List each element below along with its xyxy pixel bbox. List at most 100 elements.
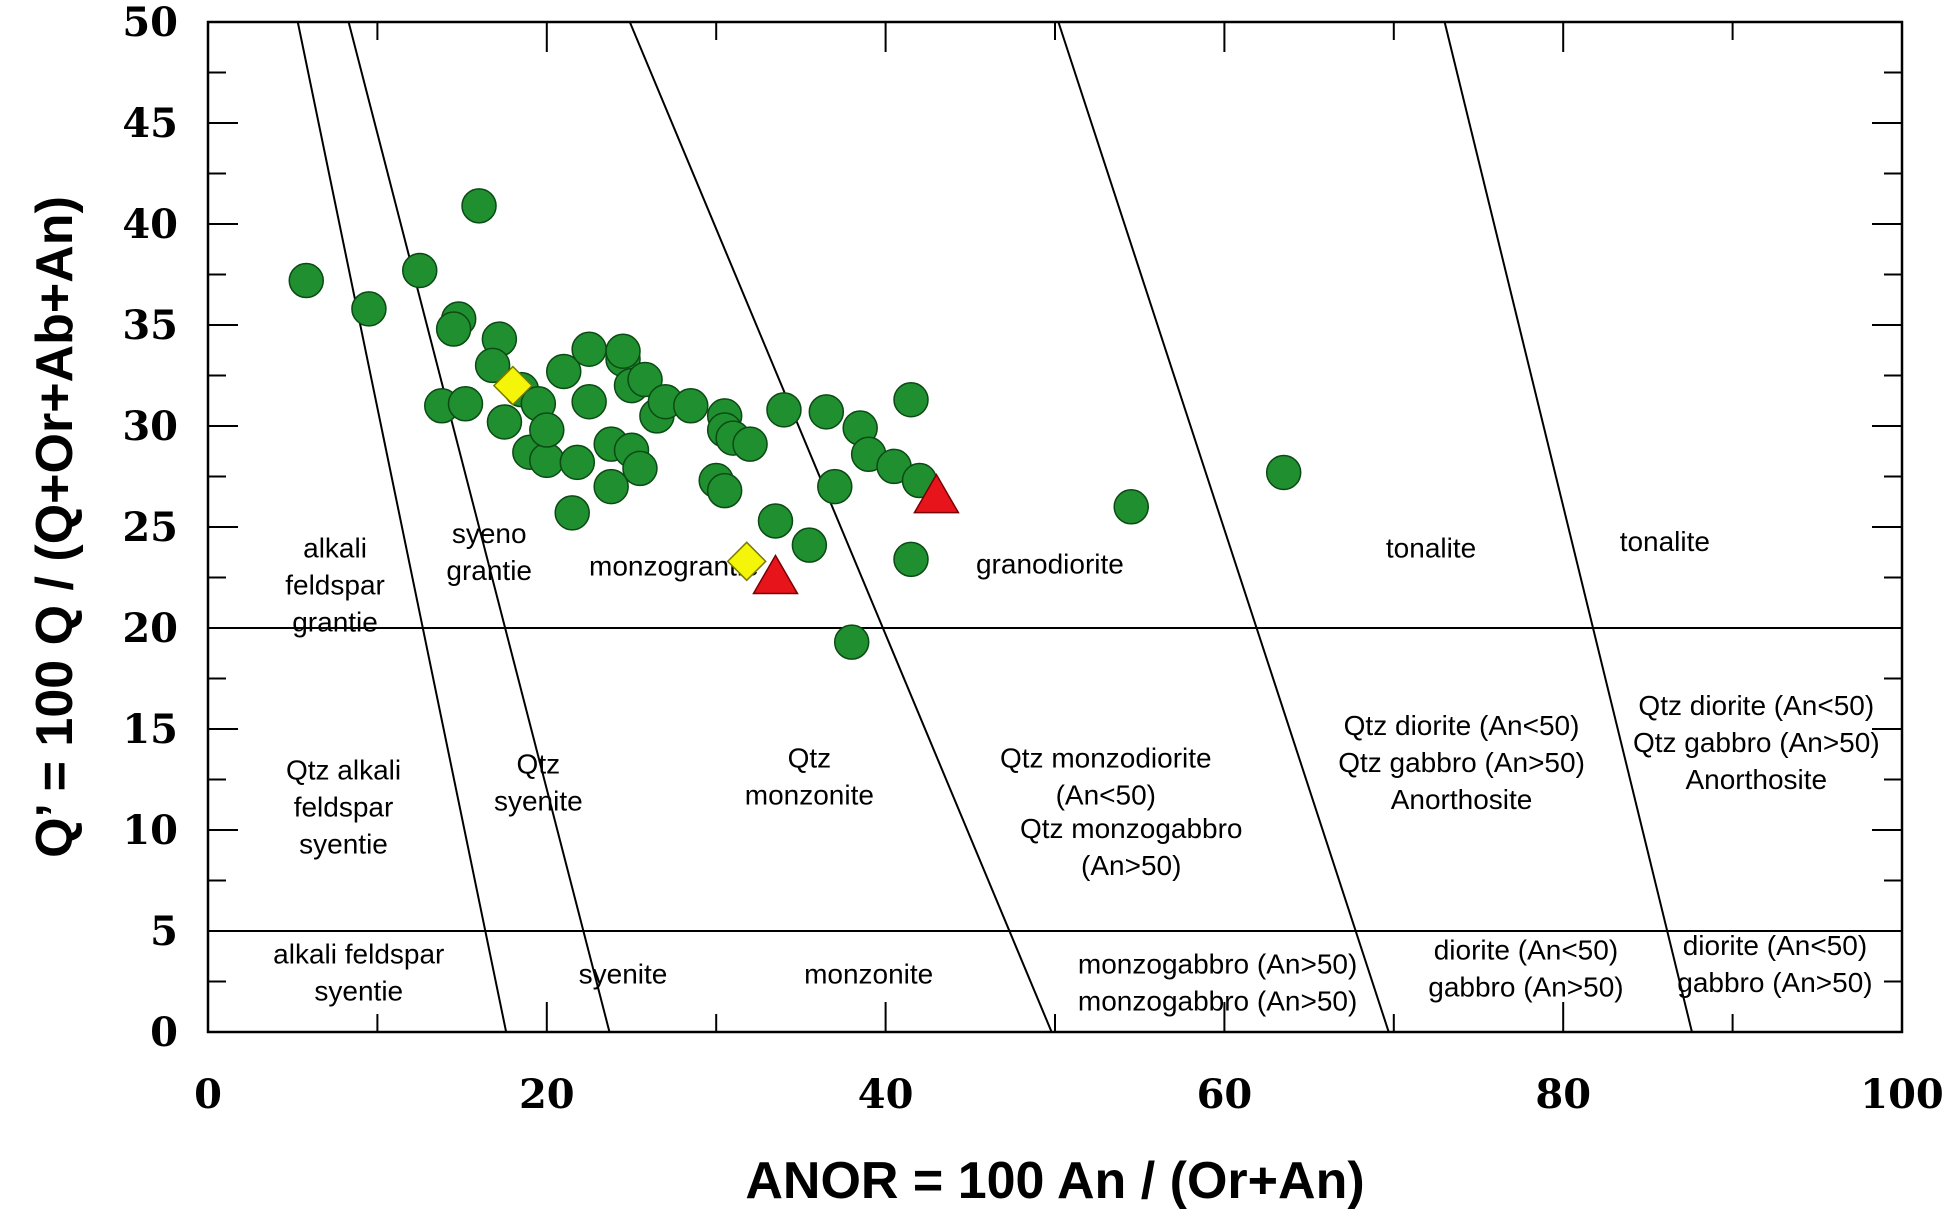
region-label-line: monzonite (804, 959, 933, 990)
data-point-diamond (492, 365, 533, 406)
data-point-circle (545, 353, 582, 390)
data-point-circle (706, 472, 743, 509)
region-label-line: syenite (494, 785, 583, 816)
data-point-circle (732, 426, 768, 462)
region-label-line: alkali feldspar (273, 938, 444, 969)
y-tick-label: 45 (122, 100, 178, 147)
data-point-circle (817, 468, 853, 505)
data-point-circle (486, 404, 523, 440)
region-label: tonalite (1620, 526, 1710, 557)
region-label-line: grantie (446, 555, 532, 586)
region-label: diorite (An<50) gabbro (An>50) (1677, 930, 1872, 998)
data-point-circle (571, 384, 607, 420)
data-point-circle (529, 442, 565, 479)
region-label-line: Anorthosite (1685, 764, 1827, 795)
region-label-line: monzogabbro (An>50) (1078, 948, 1357, 979)
region-label: monzogabbro (An>50) monzogabbro (An>50) (1078, 948, 1357, 1016)
data-point-circle (1265, 454, 1302, 491)
data-point-circle (529, 412, 565, 448)
data-point-circle (791, 527, 828, 563)
region-label-line: Qtz monzogabbro (1020, 813, 1243, 844)
y-tick-label: 25 (122, 504, 178, 551)
x-tick-label: 0 (194, 1071, 222, 1118)
x-tick-label: 20 (519, 1071, 575, 1118)
region-label-line: Qtz gabbro (An>50) (1633, 727, 1880, 758)
data-point-circle (757, 503, 794, 539)
y-tick-label: 0 (150, 1009, 178, 1056)
data-point-triangle (752, 553, 799, 595)
region-label-line: Anorthosite (1391, 784, 1533, 815)
region-label-line: gabbro (An>50) (1428, 971, 1623, 1002)
region-label: Qtz diorite (An<50) Qtz gabbro (An>50) Ano… (1338, 710, 1585, 815)
region-label-line: syenite (579, 959, 668, 990)
data-point-circle (571, 331, 607, 367)
data-point-circle (622, 450, 658, 487)
region-label: syenite (579, 959, 668, 990)
region-label: alkali feldspar grantie (285, 532, 385, 637)
data-points (288, 188, 1302, 660)
data-point-circle (808, 394, 845, 430)
region-label-line: (An>50) (1081, 850, 1181, 881)
y-tick-label: 40 (122, 201, 178, 248)
y-tick-label: 20 (122, 605, 178, 652)
data-point-circle (447, 386, 484, 422)
y-tick-label: 35 (122, 302, 178, 349)
field-boundaries (208, 22, 1902, 1032)
region-label-line: monzogabbro (An>50) (1078, 985, 1357, 1016)
data-point-circle (474, 347, 511, 384)
region-label-line: Qtz diorite (An<50) (1344, 710, 1580, 741)
data-point-circle (627, 361, 663, 398)
y-tick-label: 15 (122, 706, 178, 753)
x-tick-label: 80 (1535, 1071, 1591, 1118)
region-label-line: diorite (An<50) (1683, 930, 1867, 961)
data-point-circle (893, 541, 929, 578)
region-label: Qtz monzonite (745, 742, 874, 810)
data-point-circle (605, 333, 641, 370)
region-label-line: Qtz alkali (286, 755, 401, 786)
region-label: tonalite (1386, 532, 1476, 563)
data-point-circle (1113, 489, 1149, 525)
x-tick-label: 60 (1197, 1071, 1253, 1118)
region-label: monzograntie (589, 550, 759, 581)
region-label-line: Qtz monzodiorite (1000, 742, 1212, 773)
tick-labels: 0 5 10 15 20 25 30 35 40 45 50 0 20 40 60 80 100 (122, 0, 1943, 1118)
region-label-line: Qtz (517, 748, 561, 779)
region-label: monzonite (804, 959, 933, 990)
region-label: diorite (An<50) gabbro (An>50) (1428, 934, 1623, 1002)
sloped-boundary (1443, 22, 1693, 1032)
sloped-boundary (347, 22, 611, 1032)
region-label-line: syentie (299, 829, 388, 860)
region-label-line: diorite (An<50) (1434, 934, 1618, 965)
region-label-line: Qtz (788, 742, 832, 773)
y-tick-label: 10 (122, 807, 178, 854)
data-point-circle (673, 388, 709, 424)
y-tick-label: 50 (122, 0, 178, 46)
region-label: Qtz alkali feldspar syentie (286, 755, 401, 860)
sloped-boundary (296, 22, 508, 1032)
data-point-circle (766, 392, 802, 428)
region-label: alkali feldspar syentie (273, 938, 444, 1006)
region-label-line: Qtz diorite (An<50) (1638, 690, 1874, 721)
y-tick-label: 5 (150, 908, 178, 955)
region-label-line: alkali (303, 532, 367, 563)
x-tick-label: 40 (858, 1071, 914, 1118)
region-label-line: Qtz gabbro (An>50) (1338, 747, 1585, 778)
y-tick-label: 30 (122, 403, 178, 450)
data-point-circle (461, 188, 497, 224)
data-point-circle (893, 381, 929, 418)
x-axis-title: ANOR = 100 An / (Or+An) (745, 1152, 1364, 1210)
region-label: syeno grantie (446, 518, 532, 586)
data-point-circle (288, 262, 325, 299)
data-point-circle (351, 291, 387, 327)
sloped-boundary (628, 22, 1053, 1032)
data-point-circle (593, 468, 629, 505)
region-label-line: monzonite (745, 779, 874, 810)
region-label-line: feldspar (285, 569, 385, 600)
region-label: Qtz syenite (494, 748, 583, 816)
data-point-circle (435, 311, 472, 347)
y-axis-title: Q’ = 100 Q / (Q+Or+Ab+An) (26, 196, 84, 858)
data-point-circle (833, 624, 870, 660)
region-label-line: tonalite (1620, 526, 1710, 557)
region-label-line: (An<50) (1056, 779, 1156, 810)
